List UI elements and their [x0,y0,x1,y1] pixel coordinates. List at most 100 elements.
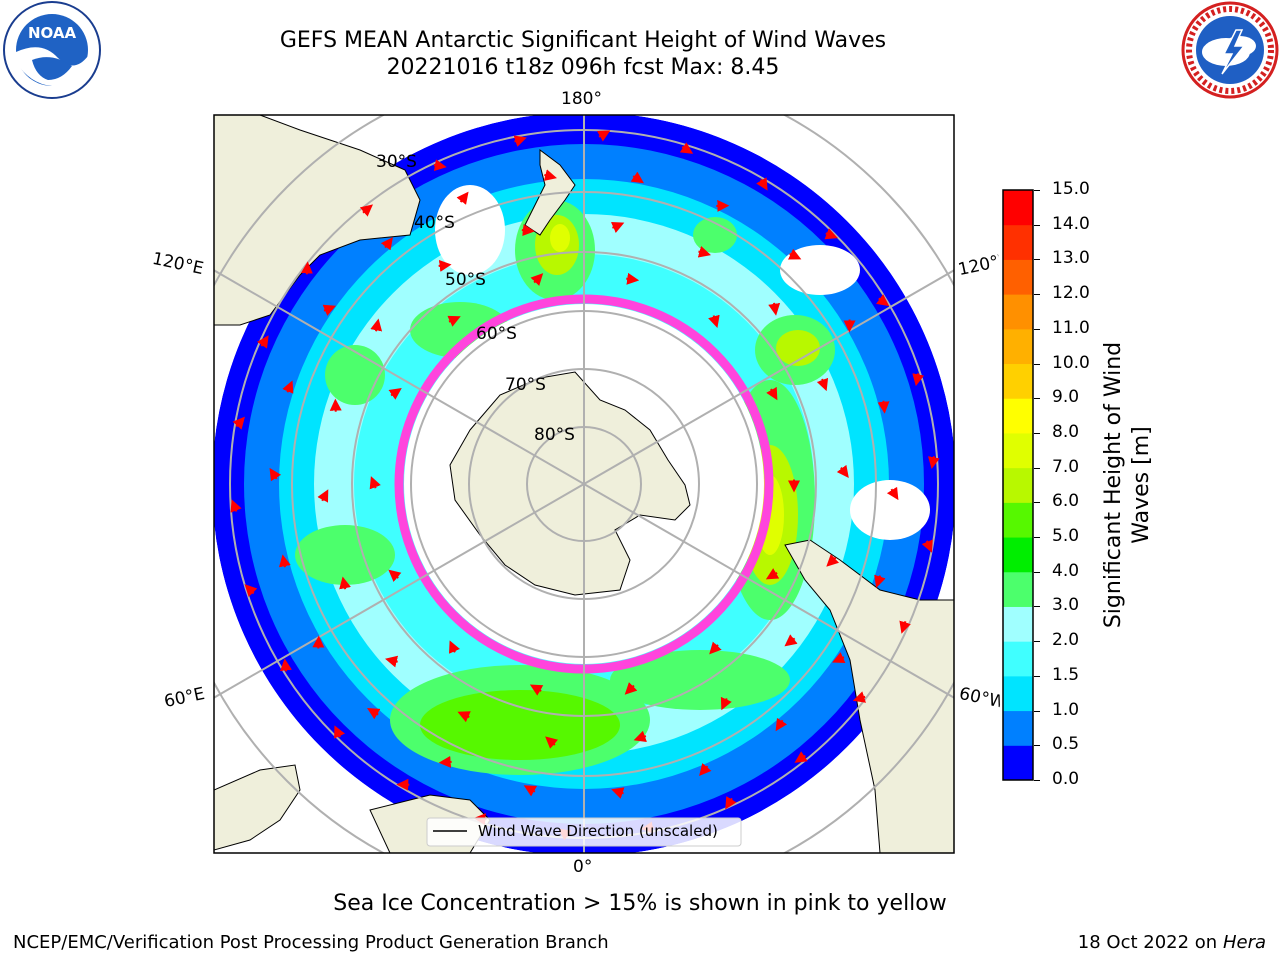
wind-arrow [513,135,527,147]
footer-host: Hera [1222,932,1266,953]
wind-arrow [832,652,846,664]
wind-arrow [370,318,383,332]
wind-arrow [334,725,345,739]
wind-arrow [282,380,294,394]
colorbar-tick-label: 10.0 [1052,352,1090,373]
colorbar-tick-label: 0.0 [1052,769,1080,789]
wind-arrow [278,554,291,568]
africa [214,764,301,851]
wind-arrow [836,464,849,479]
wind-arrow [794,751,808,763]
map-border [213,114,955,854]
wind-arrow [633,730,647,743]
colorbar-tick [1034,398,1040,400]
colorbar-segment [1003,190,1033,226]
lat-label-80s: 80°S [534,425,575,445]
colorbar-tick [1034,537,1040,539]
wind-arrow [232,416,245,430]
colorbar-segment [1003,398,1033,434]
graticule [214,115,954,853]
colorbar-tick-label: 4.0 [1052,560,1080,581]
colorbar-tick [1034,571,1040,573]
colorbar-tick-label: 5.0 [1052,526,1080,547]
nws-logo [1181,1,1279,99]
wind-arrow [230,499,242,513]
sea-ice-note: Sea Ice Concentration > 15% is shown in … [333,891,947,916]
colorbar-tick [1034,641,1040,643]
colorbar-tick [1034,259,1040,261]
colorbar-segment [1003,537,1033,573]
wind-arrow [438,259,452,272]
footer-right: 18 Oct 2022 on Hera [1078,932,1266,953]
wind-arrow [366,708,381,720]
wind-arrow [921,539,933,553]
wind-arrow [339,576,351,590]
wind-arrow [388,388,402,400]
wind-arrow [699,763,712,777]
footer-date: 18 Oct 2022 on [1077,932,1218,953]
colorbar-tick [1034,432,1040,434]
lat-label-70s: 70°S [505,375,546,395]
wind-arrow [766,386,778,401]
colorbar-tick [1034,294,1040,296]
wind-arrow [899,620,911,634]
wind-arrow [456,191,469,205]
wind-arrow [756,177,768,191]
wind-arrow [269,467,282,482]
legend-label: Wind Wave Direction (unscaled) [478,822,718,840]
map-legend [426,817,742,847]
colorbar-segment [1003,294,1033,330]
colorbar-segment [1003,432,1033,469]
colorbar-tick [1034,675,1040,677]
colorbar-segment [1003,259,1033,295]
lon-label-180: 180° [561,89,602,109]
colorbar-tick-label: 0.5 [1052,734,1080,755]
wind-arrow [369,476,381,490]
colorbar-tick [1034,502,1040,504]
chart-title: GEFS MEAN Antarctic Significant Height o… [279,28,887,53]
wind-arrow [317,489,329,503]
wind-arrow [322,304,336,316]
wind-arrow [438,755,452,768]
wind-arrow [720,696,732,711]
wind-arrow [449,640,460,654]
new-zealand [524,149,576,236]
wind-arrow [912,373,925,387]
colorbar-tick-label: 13.0 [1052,248,1090,269]
wind-arrow [521,224,535,237]
wind-arrow [244,584,258,597]
chart-subtitle: 20221016 t18z 096h fcst Max: 8.45 [386,55,780,80]
colorbar-tick-label: 1.5 [1052,664,1080,685]
wind-arrow [626,272,640,285]
wind-arrow [886,486,899,501]
lon-label-0: 0° [573,857,593,877]
wind-arrow [385,655,399,668]
wind-arrow [708,314,720,328]
wind-arrow [874,574,886,588]
antarctica [449,371,691,596]
lat-label-40s: 40°S [414,213,455,233]
wind-arrow [775,717,788,732]
wind-arrow [768,302,781,316]
wind-arrow [927,456,940,470]
colorbar-tick [1034,780,1040,781]
colorbar-segment [1003,745,1033,781]
colorbar-tick [1034,606,1040,608]
colorbar-segment [1003,675,1033,712]
colorbar-tick-label: 7.0 [1052,456,1080,477]
colorbar-tick-label: 9.0 [1052,387,1080,408]
colorbar-segment [1003,606,1033,642]
wind-arrow [596,130,611,142]
colorbar-tick-label: 2.0 [1052,630,1080,651]
colorbar-tick [1034,224,1040,226]
wind-direction-arrows [230,130,940,841]
colorbar-tick-label: 6.0 [1052,491,1080,512]
colorbar-segment [1003,641,1033,677]
wind-arrow [876,294,890,307]
colorbar [1002,189,1034,781]
wind-arrow [816,377,829,392]
wind-arrow [852,691,867,703]
colorbar-border [1002,189,1034,781]
lat-label-30s: 30°S [376,152,417,172]
